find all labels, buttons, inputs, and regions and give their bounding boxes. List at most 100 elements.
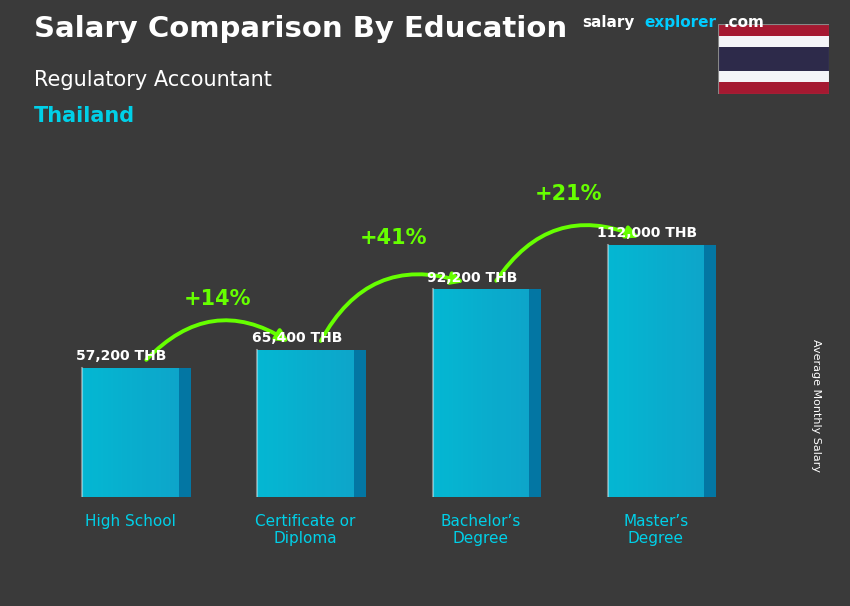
Bar (718, 24, 829, 36)
Polygon shape (614, 245, 615, 497)
Polygon shape (651, 245, 653, 497)
Polygon shape (442, 290, 444, 497)
Polygon shape (494, 290, 496, 497)
Polygon shape (447, 290, 449, 497)
Polygon shape (341, 350, 343, 497)
Polygon shape (613, 245, 614, 497)
Polygon shape (344, 350, 346, 497)
Polygon shape (701, 245, 702, 497)
Polygon shape (462, 290, 463, 497)
Polygon shape (444, 290, 445, 497)
Polygon shape (294, 350, 296, 497)
Polygon shape (321, 350, 323, 497)
Polygon shape (624, 245, 626, 497)
Polygon shape (101, 368, 103, 497)
Polygon shape (330, 350, 332, 497)
Polygon shape (278, 350, 280, 497)
Polygon shape (702, 245, 704, 497)
Polygon shape (159, 368, 161, 497)
Polygon shape (143, 368, 144, 497)
Text: Thailand: Thailand (34, 106, 135, 126)
Polygon shape (82, 368, 84, 497)
Polygon shape (649, 245, 651, 497)
Polygon shape (675, 245, 677, 497)
Polygon shape (450, 290, 452, 497)
Polygon shape (119, 368, 121, 497)
Polygon shape (529, 290, 541, 497)
Polygon shape (433, 290, 434, 497)
Polygon shape (677, 245, 678, 497)
Polygon shape (449, 290, 450, 497)
Polygon shape (314, 350, 315, 497)
Polygon shape (105, 368, 106, 497)
Polygon shape (333, 350, 334, 497)
Polygon shape (484, 290, 485, 497)
Polygon shape (680, 245, 682, 497)
Polygon shape (453, 290, 455, 497)
Polygon shape (609, 245, 611, 497)
Polygon shape (167, 368, 169, 497)
Polygon shape (352, 350, 354, 497)
Polygon shape (262, 350, 264, 497)
Bar (718, 82, 829, 94)
Polygon shape (467, 290, 468, 497)
Polygon shape (288, 350, 290, 497)
Polygon shape (691, 245, 693, 497)
Polygon shape (304, 350, 305, 497)
Polygon shape (615, 245, 617, 497)
Polygon shape (276, 350, 278, 497)
Polygon shape (92, 368, 94, 497)
Polygon shape (516, 290, 518, 497)
Polygon shape (161, 368, 162, 497)
Polygon shape (312, 350, 314, 497)
Text: salary: salary (582, 15, 635, 30)
Polygon shape (90, 368, 92, 497)
Polygon shape (114, 368, 116, 497)
Polygon shape (627, 245, 629, 497)
Polygon shape (523, 290, 524, 497)
Polygon shape (630, 245, 632, 497)
Polygon shape (142, 368, 143, 497)
Polygon shape (140, 368, 142, 497)
Polygon shape (350, 350, 352, 497)
Polygon shape (500, 290, 501, 497)
Text: 112,000 THB: 112,000 THB (597, 226, 697, 240)
Polygon shape (128, 368, 130, 497)
Polygon shape (317, 350, 319, 497)
Polygon shape (525, 290, 527, 497)
Polygon shape (151, 368, 153, 497)
Polygon shape (456, 290, 458, 497)
Bar (718, 47, 829, 71)
Polygon shape (671, 245, 672, 497)
Polygon shape (177, 368, 178, 497)
Polygon shape (519, 290, 521, 497)
Polygon shape (292, 350, 294, 497)
Polygon shape (153, 368, 155, 497)
Polygon shape (346, 350, 348, 497)
Polygon shape (303, 350, 304, 497)
Polygon shape (265, 350, 267, 497)
Polygon shape (489, 290, 490, 497)
Polygon shape (438, 290, 439, 497)
Polygon shape (654, 245, 656, 497)
Polygon shape (485, 290, 487, 497)
Polygon shape (178, 368, 190, 497)
Polygon shape (490, 290, 492, 497)
Polygon shape (171, 368, 172, 497)
Polygon shape (94, 368, 95, 497)
Polygon shape (629, 245, 630, 497)
Text: 65,400 THB: 65,400 THB (252, 331, 342, 345)
Polygon shape (348, 350, 350, 497)
Polygon shape (116, 368, 117, 497)
Polygon shape (299, 350, 301, 497)
Polygon shape (682, 245, 683, 497)
Text: +41%: +41% (360, 228, 427, 248)
Polygon shape (320, 350, 321, 497)
Polygon shape (511, 290, 513, 497)
Polygon shape (298, 350, 299, 497)
Polygon shape (704, 245, 717, 497)
Polygon shape (285, 350, 286, 497)
Polygon shape (524, 290, 525, 497)
Polygon shape (683, 245, 685, 497)
Polygon shape (164, 368, 166, 497)
